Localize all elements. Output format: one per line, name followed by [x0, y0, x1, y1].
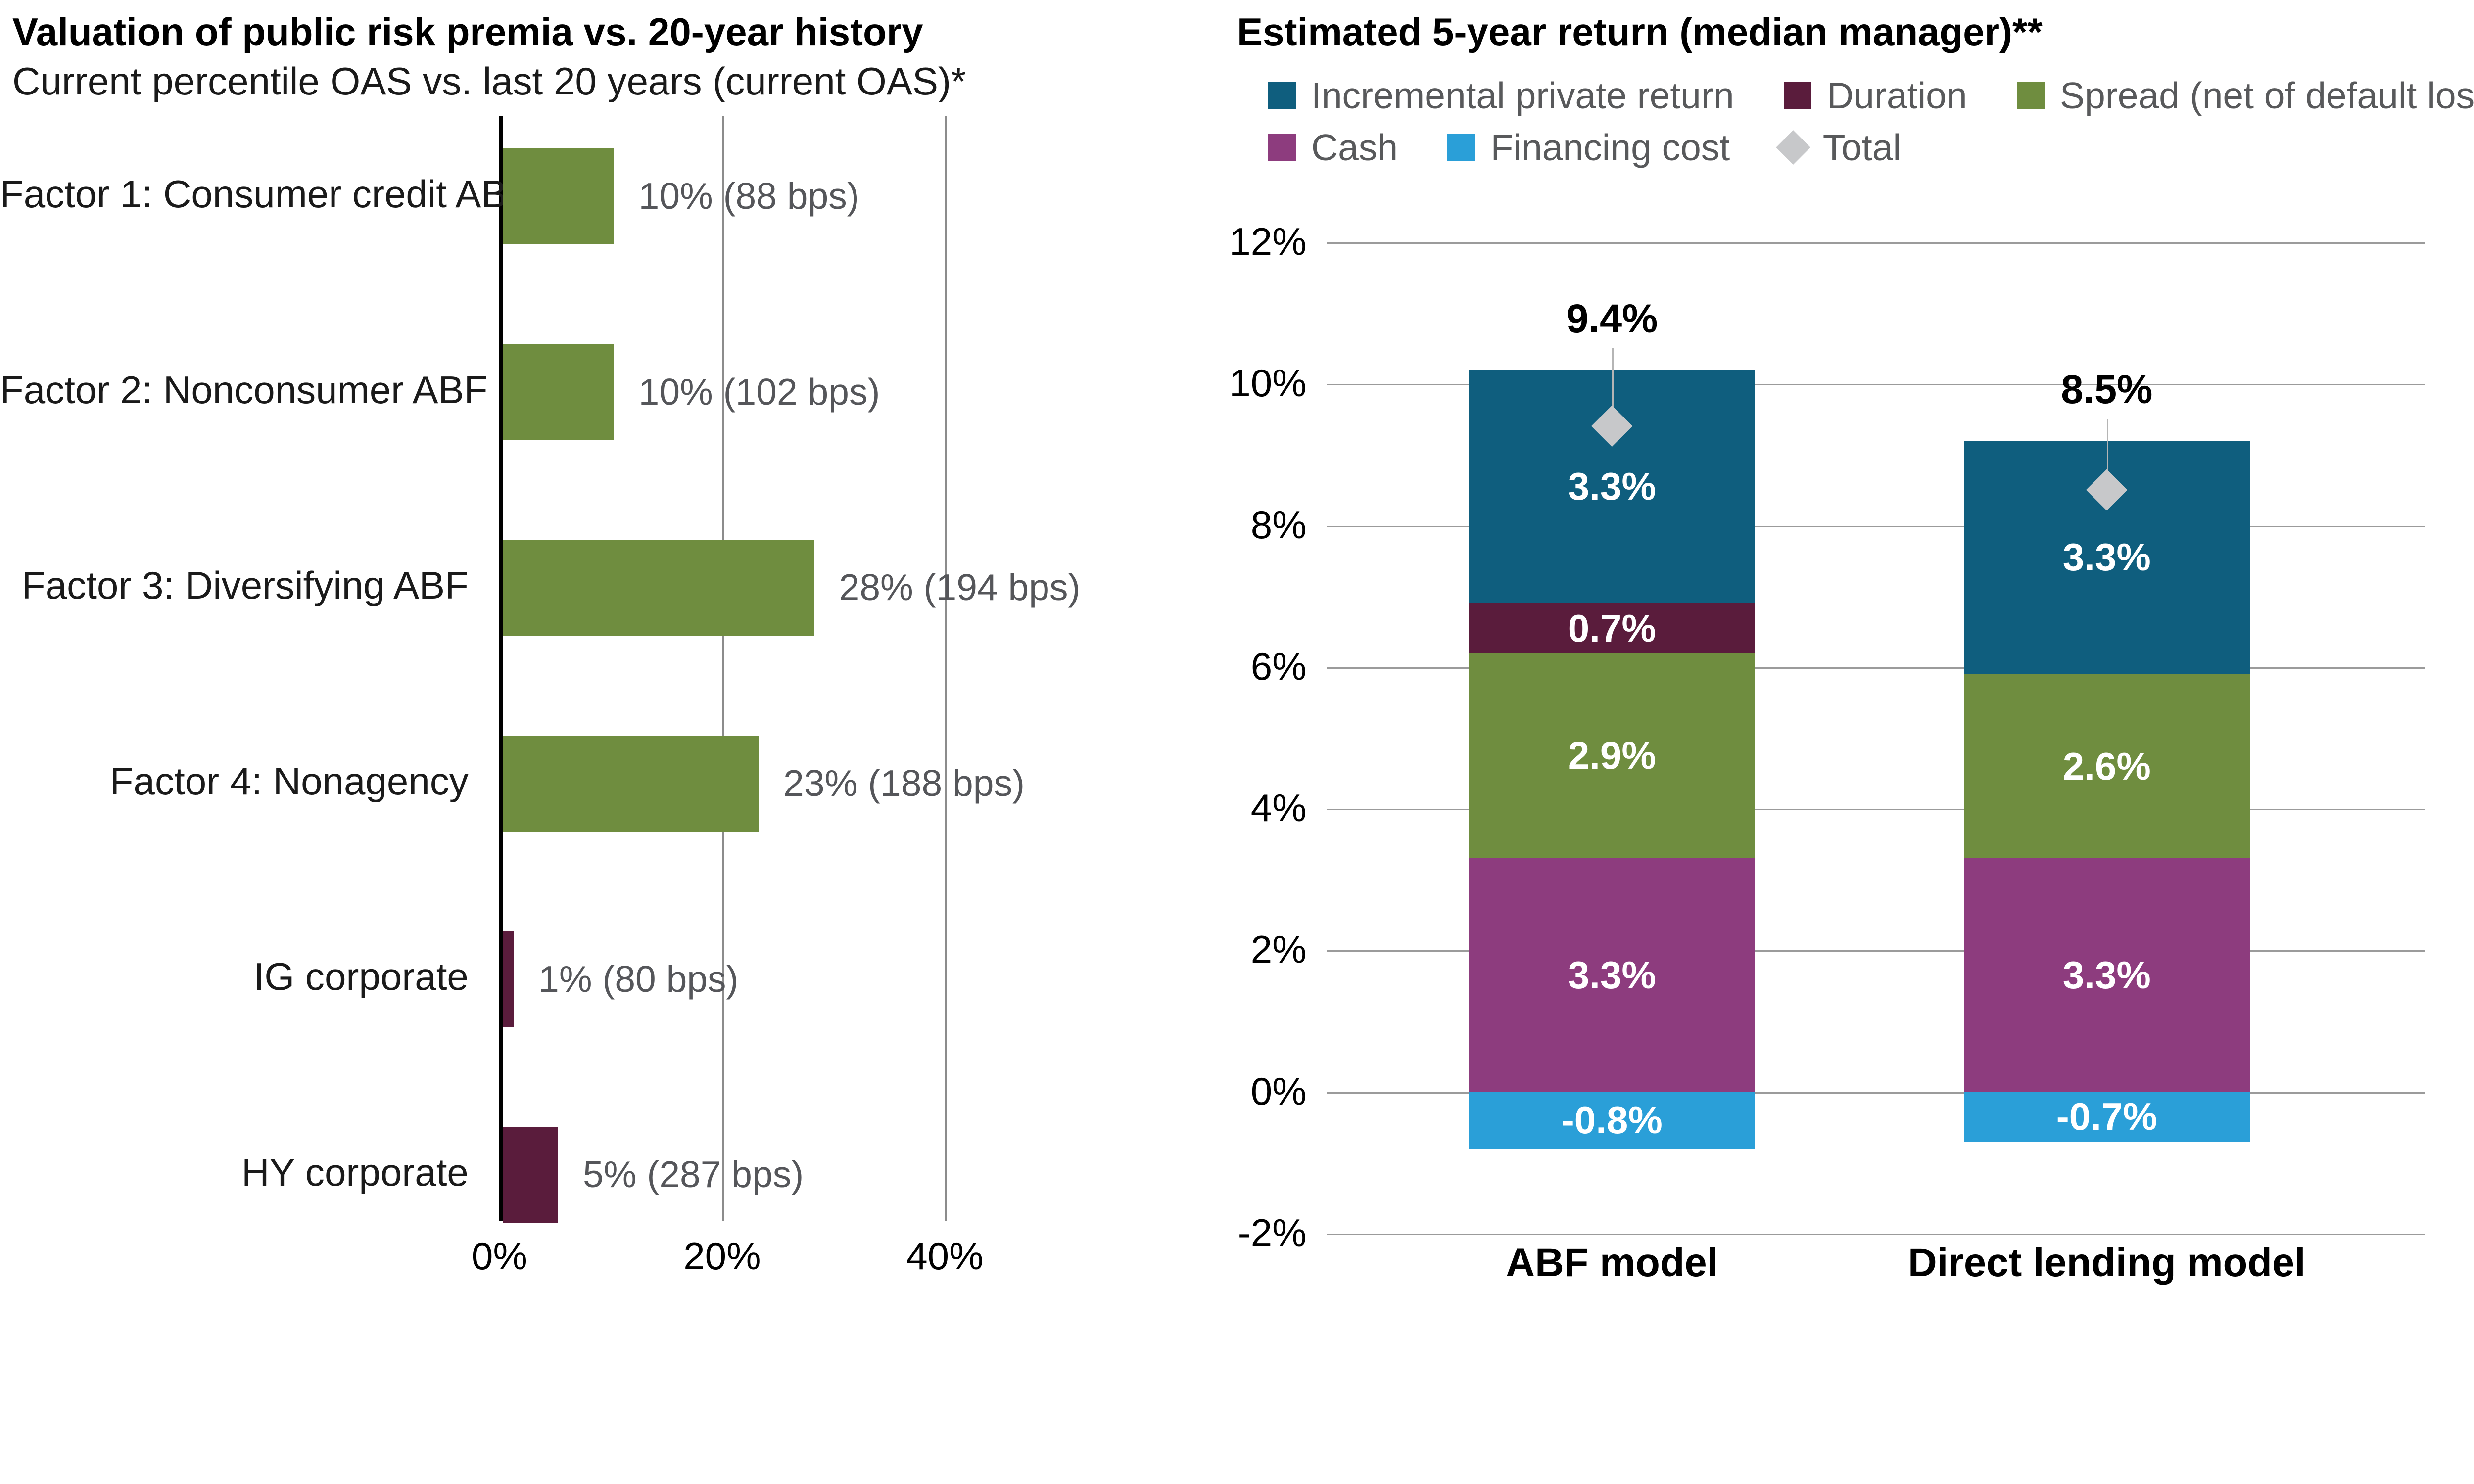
y-tick-label: 6% [1250, 644, 1307, 688]
stacked-bar-segment: 3.3% [1963, 858, 2250, 1092]
figure: Valuation of public risk premia vs. 20-y… [0, 0, 2474, 1391]
bar [502, 1127, 559, 1223]
category-label: Factor 2: Nonconsumer ABF [0, 368, 488, 412]
category-label: Factor 4: Nonagency [109, 759, 469, 803]
total-connector [2106, 419, 2108, 490]
bar [502, 735, 759, 832]
legend-swatch-icon [1783, 81, 1811, 110]
legend-label: Total [1822, 126, 1902, 168]
value-label: 10% (102 bps) [638, 371, 880, 413]
left-chart-plot: 0% 20% 40% Factor 1: Consumer credit ABF 10%… [0, 0, 1206, 1391]
bar [502, 344, 614, 440]
legend-swatch-icon [2016, 81, 2045, 110]
stacked-bar-segment: 3.3% [1469, 858, 1755, 1092]
stacked-bar-segment: 2.6% [1963, 674, 2250, 859]
y-tick-label: 12% [1229, 220, 1307, 264]
segment-label: 2.9% [1568, 734, 1656, 778]
legend-item: Incremental private return [1268, 74, 1734, 117]
stacked-bar-segment: -0.7% [1963, 1092, 2250, 1142]
stacked-bar-segment: -0.8% [1469, 1092, 1755, 1149]
segment-label: -0.8% [1561, 1098, 1663, 1142]
category-label: ABF model [1506, 1240, 1718, 1286]
legend-swatch-icon [1268, 133, 1296, 161]
y-tick-label: 2% [1250, 928, 1307, 972]
value-label: 28% (194 bps) [839, 566, 1081, 608]
gridline [1327, 950, 2425, 952]
y-tick-label: 4% [1250, 786, 1307, 830]
category-label: Factor 3: Diversifying ABF [22, 563, 469, 607]
gridline [1327, 1092, 2425, 1094]
gridline [1327, 1233, 2425, 1235]
segment-label: 3.3% [2062, 535, 2151, 579]
x-tick-label: 20% [683, 1234, 761, 1278]
x-tick-label: 0% [471, 1234, 527, 1278]
value-label: 23% (188 bps) [783, 762, 1025, 804]
legend: Incremental private return Duration Spread… [1268, 74, 2474, 169]
total-connector [1612, 348, 1614, 427]
segment-label: 3.3% [2062, 953, 2151, 997]
gridline [1327, 384, 2425, 386]
gridline [1327, 525, 2425, 527]
y-tick-label: 0% [1250, 1069, 1307, 1113]
legend-row: Cash Financing cost Total [1268, 126, 2474, 169]
legend-item: Cash [1268, 126, 1398, 169]
stacked-bar-segment: 3.3% [1469, 370, 1755, 603]
stacked-bar-segment: 2.9% [1469, 653, 1755, 859]
segment-label: 0.7% [1568, 606, 1656, 650]
category-label: HY corporate [241, 1151, 469, 1194]
stacked-bar-segment: 0.7% [1469, 603, 1755, 653]
total-label: 8.5% [2061, 367, 2153, 412]
x-axis-line [499, 116, 503, 1221]
category-label: Direct lending model [1908, 1240, 2306, 1286]
legend-swatch-icon [1447, 133, 1475, 161]
category-label: Factor 1: Consumer credit ABF [0, 172, 531, 216]
legend-label: Financing cost [1490, 126, 1730, 168]
left-chart-title: Valuation of public risk premia vs. 20-y… [12, 9, 923, 53]
category-label: IG corporate [253, 955, 469, 999]
segment-label: 3.3% [1568, 953, 1656, 997]
segment-label: -0.7% [2056, 1095, 2157, 1139]
total-label: 9.4% [1566, 296, 1658, 341]
left-chart: Valuation of public risk premia vs. 20-y… [0, 0, 1206, 1391]
value-label: 10% (88 bps) [638, 175, 859, 217]
legend-item: Duration [1783, 74, 1967, 117]
right-chart-title: Estimated 5-year return (median manager)… [1237, 9, 2043, 53]
legend-row: Incremental private return Duration Spread… [1268, 74, 2474, 117]
legend-label: Duration [1827, 75, 1967, 116]
legend-item: Financing cost [1447, 126, 1730, 169]
y-tick-label: -2% [1237, 1210, 1307, 1254]
legend-item: Spread (net of default loss) [2016, 74, 2474, 117]
bar [502, 931, 514, 1027]
legend-label: Spread (net of default loss) [2060, 75, 2474, 116]
gridline [1327, 667, 2425, 669]
y-tick-label: 10% [1229, 361, 1307, 405]
gridline [945, 116, 947, 1221]
segment-label: 2.6% [2062, 744, 2151, 788]
gridline [1327, 242, 2425, 244]
legend-label: Incremental private return [1311, 75, 1734, 116]
bar [502, 148, 614, 244]
segment-label: 3.3% [1568, 464, 1656, 509]
gridline [1327, 809, 2425, 811]
legend-swatch-icon [1268, 81, 1296, 110]
right-chart: Estimated 5-year return (median manager)… [1206, 0, 2474, 1391]
legend-item: Total [1776, 126, 1902, 169]
bar [502, 540, 814, 636]
y-tick-label: 8% [1250, 503, 1307, 547]
legend-label: Cash [1311, 126, 1398, 168]
value-label: 5% (287 bps) [583, 1154, 804, 1196]
value-label: 1% (80 bps) [538, 958, 739, 1000]
gridline [722, 116, 724, 1221]
left-chart-subtitle: Current percentile OAS vs. last 20 years… [12, 59, 966, 103]
right-chart-plot: 12% 10% 8% 6% 4% 2% 0% -2% 3.3% 2.9% 0.7% 3.3% -0.8%… [1229, 220, 2425, 1286]
x-tick-label: 40% [906, 1234, 984, 1278]
